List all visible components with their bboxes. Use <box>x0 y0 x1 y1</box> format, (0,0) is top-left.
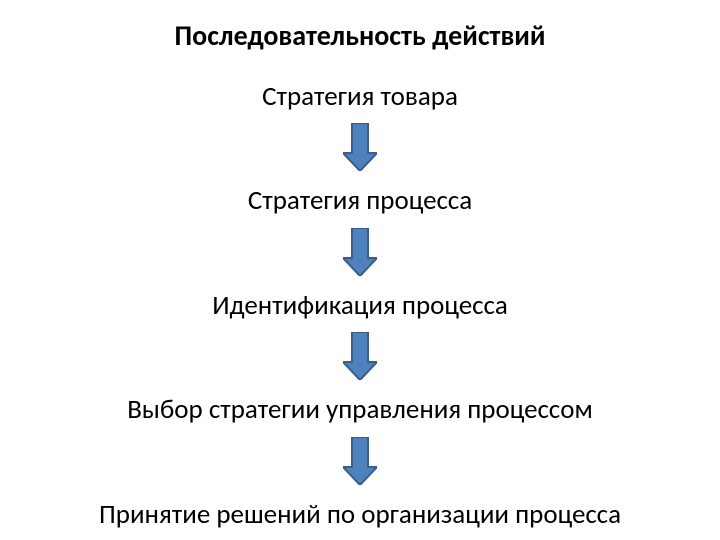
arrow-1 <box>343 123 377 171</box>
step-3: Идентификация процесса <box>212 290 508 322</box>
step-4: Выбор стратегии управления процессом <box>127 394 592 426</box>
arrow-4 <box>343 437 377 485</box>
arrow-3 <box>343 332 377 380</box>
step-5: Принятие решений по организации процесса <box>99 499 621 531</box>
step-1: Стратегия товара <box>262 81 458 113</box>
arrow-2 <box>343 228 377 276</box>
diagram-title: Последовательность действий <box>175 18 546 53</box>
step-2: Стратегия процесса <box>248 185 472 217</box>
